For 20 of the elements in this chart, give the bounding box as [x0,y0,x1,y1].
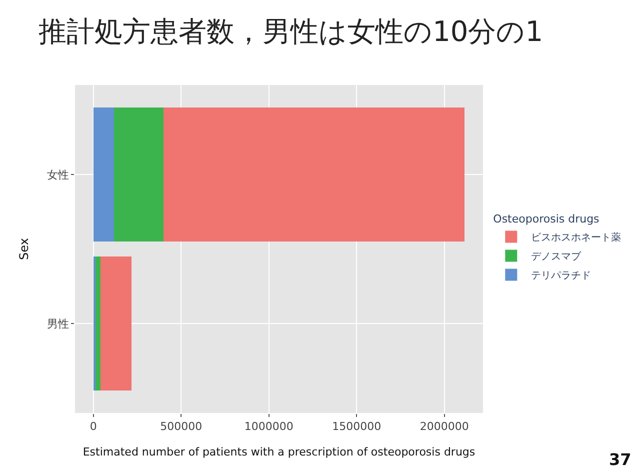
x-tick-label: 1500000 [332,420,382,434]
x-tick-label: 2000000 [420,420,469,434]
bar [114,107,164,242]
x-tick-label: 500000 [160,420,202,434]
x-axis-title: Estimated number of patients with a prescription of osteoporosis drugs [82,445,476,458]
chart-title: 推計処方患者数，男性は女性の10分の1 [38,14,544,48]
text: 37 [609,450,632,469]
bar [93,107,114,242]
legend-label: テリパラチド [531,270,592,282]
y-tick-label: 男性 [46,317,69,330]
y-tick-label: 女性 [46,168,69,182]
legend-label: ビスホスホネート薬 [531,232,622,244]
legend-title: Osteoporosis drugs [493,212,600,226]
bar [163,107,465,242]
y-axis-title: Sex [17,238,32,260]
bar [96,256,100,391]
x-tick-label: 0 [90,420,97,434]
x-tick-label: 1000000 [244,420,294,434]
legend-label: デノスマブ [531,250,582,263]
bar [100,256,132,391]
